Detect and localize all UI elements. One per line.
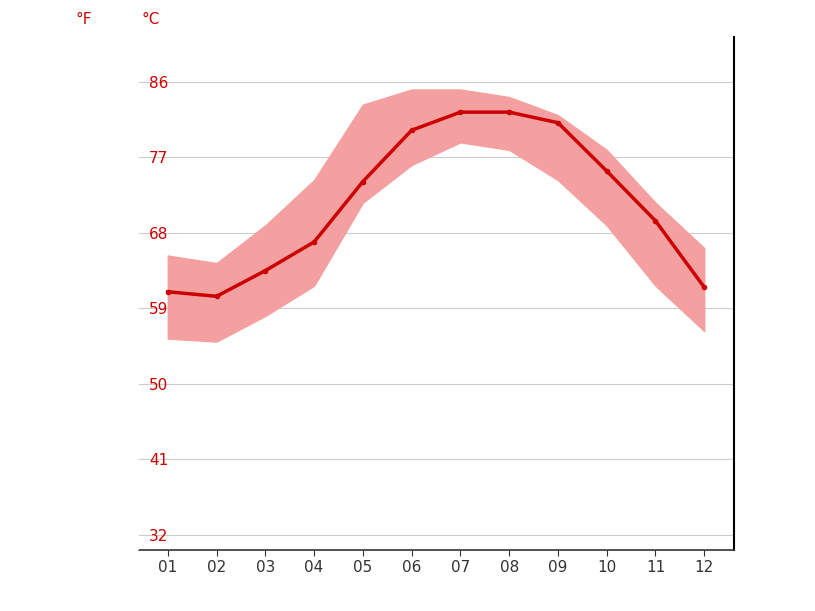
Text: °F: °F: [76, 12, 92, 27]
Text: °C: °C: [142, 12, 160, 27]
